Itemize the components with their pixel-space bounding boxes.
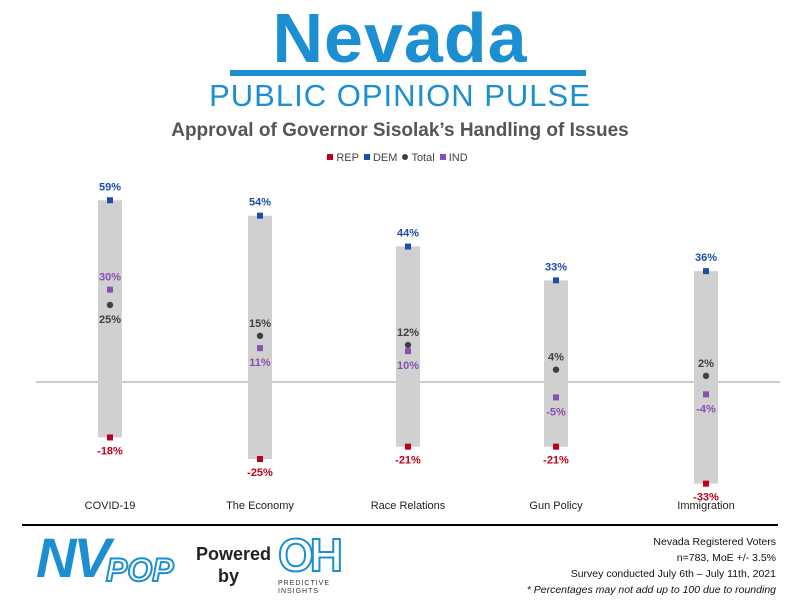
total-marker bbox=[552, 366, 560, 373]
category-label: The Economy bbox=[226, 500, 294, 512]
rep-marker bbox=[107, 434, 113, 441]
rep-marker bbox=[257, 456, 263, 462]
footer-divider bbox=[22, 524, 778, 526]
legend-swatch-rep bbox=[327, 154, 334, 160]
chart: 59% -18% 30% 25% COVID-19 54% -25% 15% 11% The Ec… bbox=[36, 181, 780, 512]
total-data-label: 4% bbox=[548, 352, 564, 364]
total-marker bbox=[404, 341, 412, 349]
brand-divider bbox=[230, 70, 586, 76]
range-bar bbox=[98, 200, 122, 438]
total-data-label: 25% bbox=[99, 314, 121, 326]
rep-data-label: -25% bbox=[247, 467, 273, 479]
ind-marker bbox=[553, 394, 559, 401]
category-label: Gun Policy bbox=[529, 500, 583, 512]
ind-marker bbox=[107, 286, 113, 293]
legend-item-ind: IND bbox=[439, 152, 468, 164]
note-rounding: * Percentages may not add up to 100 due … bbox=[526, 584, 776, 596]
brand-subtitle: PUBLIC OPINION PULSE bbox=[209, 78, 591, 113]
legend-swatch-dem bbox=[363, 154, 370, 160]
dem-marker bbox=[553, 277, 559, 284]
ind-data-label: 10% bbox=[397, 360, 419, 372]
total-data-label: 15% bbox=[249, 318, 271, 330]
dem-data-label: 59% bbox=[99, 181, 121, 193]
legend-item-total: Total bbox=[402, 152, 435, 164]
ind-marker bbox=[257, 345, 263, 352]
chart-title: Approval of Governor Sisolak’s Handling … bbox=[171, 120, 629, 141]
category-label: COVID-19 bbox=[85, 500, 136, 512]
range-bar bbox=[544, 280, 568, 447]
rep-marker bbox=[553, 443, 559, 450]
legend-label-dem: DEM bbox=[372, 152, 398, 164]
ind-data-label: -5% bbox=[546, 406, 566, 418]
total-data-label: 2% bbox=[698, 358, 714, 370]
category-label: Immigration bbox=[677, 500, 734, 512]
total-marker bbox=[702, 372, 710, 380]
legend: REP DEM Total IND bbox=[0, 152, 800, 164]
legend-item-dem: DEM bbox=[363, 152, 398, 164]
total-marker bbox=[256, 332, 264, 339]
dem-data-label: 36% bbox=[695, 252, 717, 264]
rep-marker bbox=[703, 480, 709, 487]
rep-data-label: -33% bbox=[693, 492, 719, 504]
nvpop-logo: NV POP bbox=[36, 527, 176, 589]
ind-data-label: -4% bbox=[696, 403, 716, 415]
powered-text: Powered bbox=[196, 544, 272, 564]
ind-marker bbox=[405, 348, 411, 355]
note-dates: Survey conducted July 6th – July 11th, 2… bbox=[570, 568, 776, 580]
legend-swatch-ind bbox=[439, 154, 446, 160]
ind-data-label: 11% bbox=[249, 357, 271, 369]
legend-item-rep: REP bbox=[327, 152, 359, 164]
rep-data-label: -21% bbox=[543, 455, 569, 467]
dem-data-label: 44% bbox=[397, 227, 419, 239]
ind-data-label: 30% bbox=[99, 272, 121, 284]
by-text: by bbox=[218, 566, 240, 586]
partner-name: PREDICTIVE INSIGHTS bbox=[278, 580, 331, 595]
dem-marker bbox=[405, 243, 411, 250]
note-sample: n=783, MoE +/- 3.5% bbox=[676, 552, 776, 564]
total-data-label: 12% bbox=[397, 327, 419, 339]
total-marker bbox=[106, 301, 114, 309]
brand-title: Nevada bbox=[272, 0, 528, 77]
rep-marker bbox=[405, 443, 411, 450]
ind-marker bbox=[703, 391, 709, 398]
category-label: Race Relations bbox=[371, 500, 446, 512]
dem-marker bbox=[257, 212, 263, 219]
note-population: Nevada Registered Voters bbox=[653, 536, 776, 548]
dem-data-label: 33% bbox=[545, 261, 567, 273]
dem-marker bbox=[703, 268, 709, 275]
dem-marker bbox=[107, 197, 113, 204]
legend-label-rep: REP bbox=[336, 152, 359, 164]
rep-data-label: -18% bbox=[97, 445, 123, 457]
rep-data-label: -21% bbox=[395, 455, 421, 467]
legend-label-ind: IND bbox=[448, 152, 468, 164]
legend-label-total: Total bbox=[411, 152, 435, 164]
oh-logo-text: OH bbox=[277, 529, 344, 581]
nv-logo-text: NV bbox=[36, 526, 111, 589]
survey-notes: Nevada Registered Voters n=783, MoE +/- … bbox=[527, 534, 776, 598]
dem-data-label: 54% bbox=[249, 197, 271, 209]
legend-swatch-total bbox=[402, 154, 409, 160]
pop-logo-text: POP bbox=[105, 552, 175, 588]
predictive-insights-logo: OH PREDICTIVE INSIGHTS bbox=[270, 529, 350, 600]
